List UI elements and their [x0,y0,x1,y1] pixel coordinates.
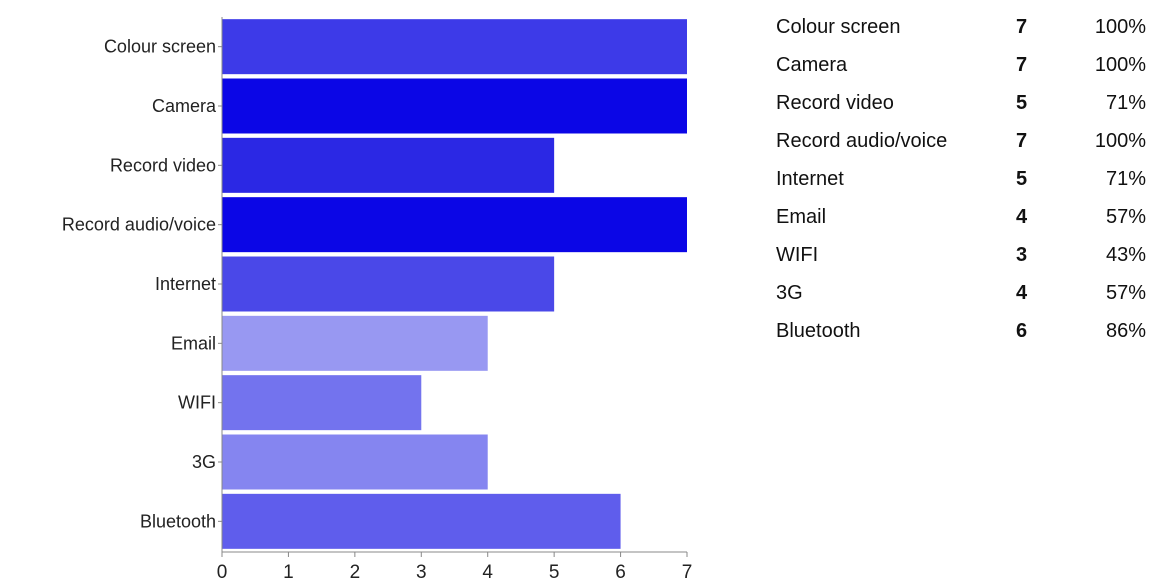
x-tick-label: 6 [615,562,626,583]
x-axis: 0 1 2 3 4 5 6 7 [217,551,693,583]
summary-row: Colour screen 7 100% [776,8,1146,46]
summary-row: Email 4 57% [776,198,1146,236]
summary-percent: 71% [1105,92,1146,114]
summary-percent: 86% [1105,320,1146,342]
summary-count: 7 [1016,130,1028,152]
y-axis [218,17,223,552]
summary-count: 4 [1016,282,1028,304]
summary-count: 4 [1016,206,1028,228]
summary-row: WIFI 3 43% [776,236,1146,274]
summary-count: 3 [1016,244,1028,266]
category-label: WIFI [178,393,216,413]
x-tick-label: 2 [350,562,361,583]
category-label: Colour screen [104,37,216,57]
summary-percent: 100% [1094,54,1146,76]
summary-label: Colour screen [776,16,901,38]
summary-label: Record video [776,92,894,114]
bars-group [222,19,687,549]
bar [222,197,687,253]
summary-label: Bluetooth [776,320,861,342]
summary-label: Internet [776,168,844,190]
summary-label: Camera [776,54,848,76]
summary-percent: 100% [1094,16,1146,38]
x-tick-label: 4 [482,562,493,583]
summary-percent: 100% [1094,130,1146,152]
summary-percent: 71% [1105,168,1146,190]
x-tick-label: 0 [217,562,228,583]
x-tick-label: 3 [416,562,427,583]
summary-count: 5 [1016,92,1028,114]
category-label: Record video [110,155,216,175]
summary-percent: 57% [1105,282,1146,304]
summary-count: 7 [1016,54,1028,76]
bar [222,19,687,75]
summary-count: 5 [1016,168,1028,190]
category-label: Internet [155,274,216,294]
bar [222,493,621,549]
bar [222,375,422,431]
category-label: Bluetooth [140,511,216,531]
category-label: Email [171,333,216,353]
bar [222,78,687,134]
summary-row: Bluetooth 6 86% [776,312,1146,350]
summary-label: 3G [776,282,803,304]
bar [222,256,555,312]
x-tick-label: 7 [682,562,693,583]
bar [222,315,488,371]
bar-chart: Colour screen Camera Record video Record au… [62,17,693,583]
x-tick-label: 1 [283,562,294,583]
summary-label: Record audio/voice [776,130,948,152]
summary-row: Camera 7 100% [776,46,1146,84]
category-label: 3G [192,452,216,472]
category-labels: Colour screen Camera Record video Record au… [62,37,217,532]
summary-row: Internet 5 71% [776,160,1146,198]
summary-percent: 57% [1105,206,1146,228]
bar [222,137,555,193]
summary-count: 7 [1016,16,1028,38]
category-label: Camera [152,96,217,116]
x-tick-label: 5 [549,562,560,583]
category-label: Record audio/voice [62,215,216,235]
summary-percent: 43% [1105,244,1146,266]
summary-count: 6 [1016,320,1028,342]
summary-label: Email [776,206,827,228]
summary-row: Record video 5 71% [776,84,1146,122]
summary-row: 3G 4 57% [776,274,1146,312]
summary-row: Record audio/voice 7 100% [776,122,1146,160]
summary-label: WIFI [776,244,819,266]
summary-table: Colour screen 7 100% Camera 7 100% Record vide… [776,8,1146,350]
bar [222,434,488,490]
